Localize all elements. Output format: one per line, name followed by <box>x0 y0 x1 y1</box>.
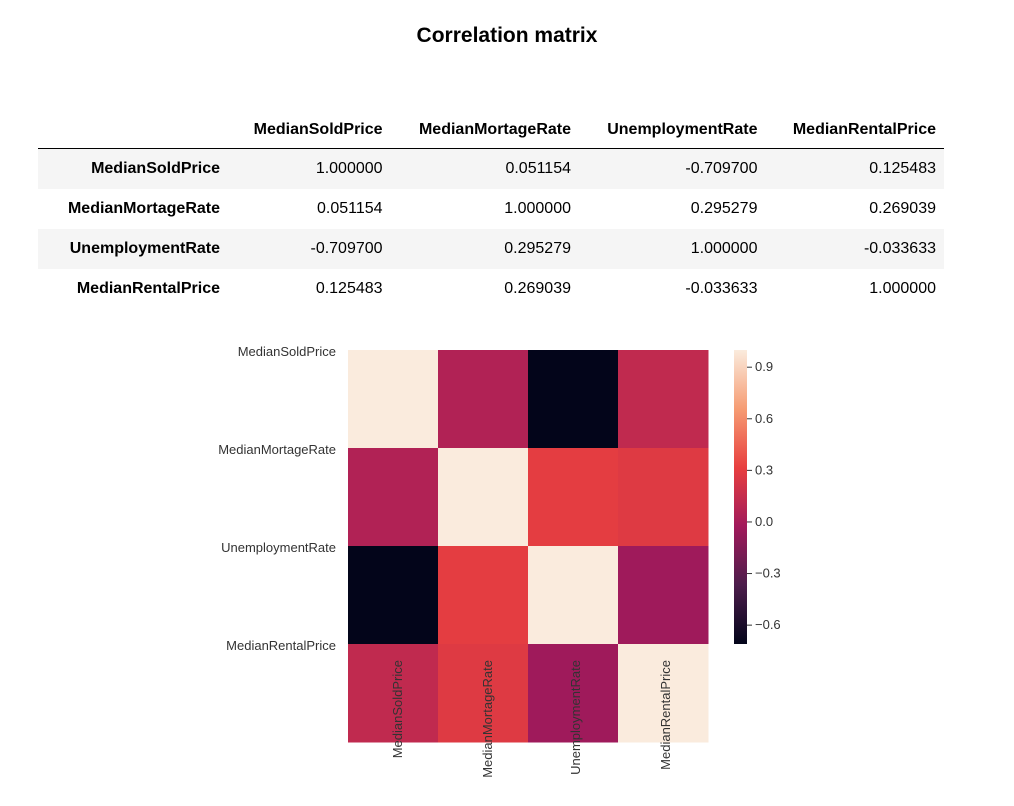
heatmap-cell <box>528 546 619 645</box>
heatmap-cell <box>348 350 439 449</box>
table-cell: 0.125483 <box>315 280 383 297</box>
table-cell: 0.125483 <box>869 160 936 177</box>
table-row: UnemploymentRate -0.709700 0.295279 1.00… <box>38 229 944 269</box>
heatmap-cell <box>438 644 529 743</box>
heatmap-cell <box>528 350 619 449</box>
colorbar-tick-label: 0.3 <box>755 462 773 477</box>
table-cell: 0.269039 <box>504 280 571 297</box>
table-corner-cell <box>38 112 228 149</box>
table-cell: 1.000000 <box>504 200 571 217</box>
heatmap-cell <box>618 546 709 645</box>
table-cell: 0.295279 <box>690 200 758 217</box>
column-header: UnemploymentRate <box>579 112 766 149</box>
row-header: MedianRentalPrice <box>76 280 220 297</box>
x-tick-label: MedianRentalPrice <box>658 660 673 770</box>
y-tick-label: MedianSoldPrice <box>238 344 336 359</box>
heatmap-cell <box>618 448 709 547</box>
x-tick-label: UnemploymentRate <box>568 660 583 775</box>
x-tick-label: MedianSoldPrice <box>390 660 405 758</box>
table-cell: 0.295279 <box>504 240 571 257</box>
table-cell: 1.000000 <box>690 240 758 257</box>
y-tick-label: MedianMortageRate <box>218 442 336 457</box>
x-tick-label: MedianMortageRate <box>480 660 495 778</box>
table-cell: -0.033633 <box>685 280 758 297</box>
heatmap-x-labels: MedianSoldPrice MedianMortageRate Unemploy… <box>390 660 673 778</box>
colorbar-tick-label: −0.3 <box>755 566 781 581</box>
colorbar-tick-label: 0.9 <box>755 359 773 374</box>
table-cell: -0.709700 <box>685 160 758 177</box>
heatmap-cell <box>438 350 529 449</box>
colorbar-tick-label: 0.6 <box>755 411 773 426</box>
heatmap-cell <box>438 546 529 645</box>
heatmap-cell <box>348 644 439 743</box>
heatmap-cell <box>618 644 709 743</box>
heatmap-cell <box>528 448 619 547</box>
table-cell: 0.051154 <box>317 200 383 217</box>
row-header: UnemploymentRate <box>69 240 220 257</box>
table-cell: 1.000000 <box>315 160 383 177</box>
colorbar: 0.9 0.6 0.3 0.0 −0.3 −0.6 <box>734 350 781 644</box>
heatmap-cell <box>348 448 439 547</box>
heatmap-cell <box>348 546 439 645</box>
column-header: MedianMortageRate <box>390 112 579 149</box>
heatmap-cell <box>528 644 619 743</box>
row-header: MedianMortageRate <box>67 200 220 217</box>
y-tick-label: MedianRentalPrice <box>226 638 336 653</box>
table-row: MedianMortageRate 0.051154 1.000000 0.29… <box>38 189 944 229</box>
table-row: MedianRentalPrice 0.125483 0.269039 -0.0… <box>38 269 944 309</box>
y-tick-label: UnemploymentRate <box>221 540 336 555</box>
colorbar-tick-label: 0.0 <box>755 514 773 529</box>
table-cell: 0.051154 <box>505 160 571 177</box>
table-cell: -0.033633 <box>863 240 936 257</box>
page-title: Correlation matrix <box>416 24 598 47</box>
heatmap-cells <box>348 350 709 743</box>
table-cell: -0.709700 <box>310 240 383 257</box>
table-row: MedianSoldPrice 1.000000 0.051154 -0.709… <box>38 148 944 189</box>
row-header: MedianSoldPrice <box>91 160 220 177</box>
table-cell: 1.000000 <box>869 280 936 297</box>
colorbar-gradient <box>734 350 747 644</box>
colorbar-tick-label: −0.6 <box>755 617 781 632</box>
column-header: MedianSoldPrice <box>228 112 391 149</box>
table-cell: 0.269039 <box>869 200 936 217</box>
column-header: MedianRentalPrice <box>765 112 944 149</box>
heatmap-y-labels: MedianSoldPrice MedianMortageRate Unemploy… <box>218 344 336 653</box>
heatmap-cell <box>618 350 709 449</box>
table-header-row: MedianSoldPrice MedianMortageRate Unempl… <box>38 112 944 149</box>
correlation-table: MedianSoldPrice MedianMortageRate Unempl… <box>38 112 944 309</box>
heatmap-cell <box>438 448 529 547</box>
